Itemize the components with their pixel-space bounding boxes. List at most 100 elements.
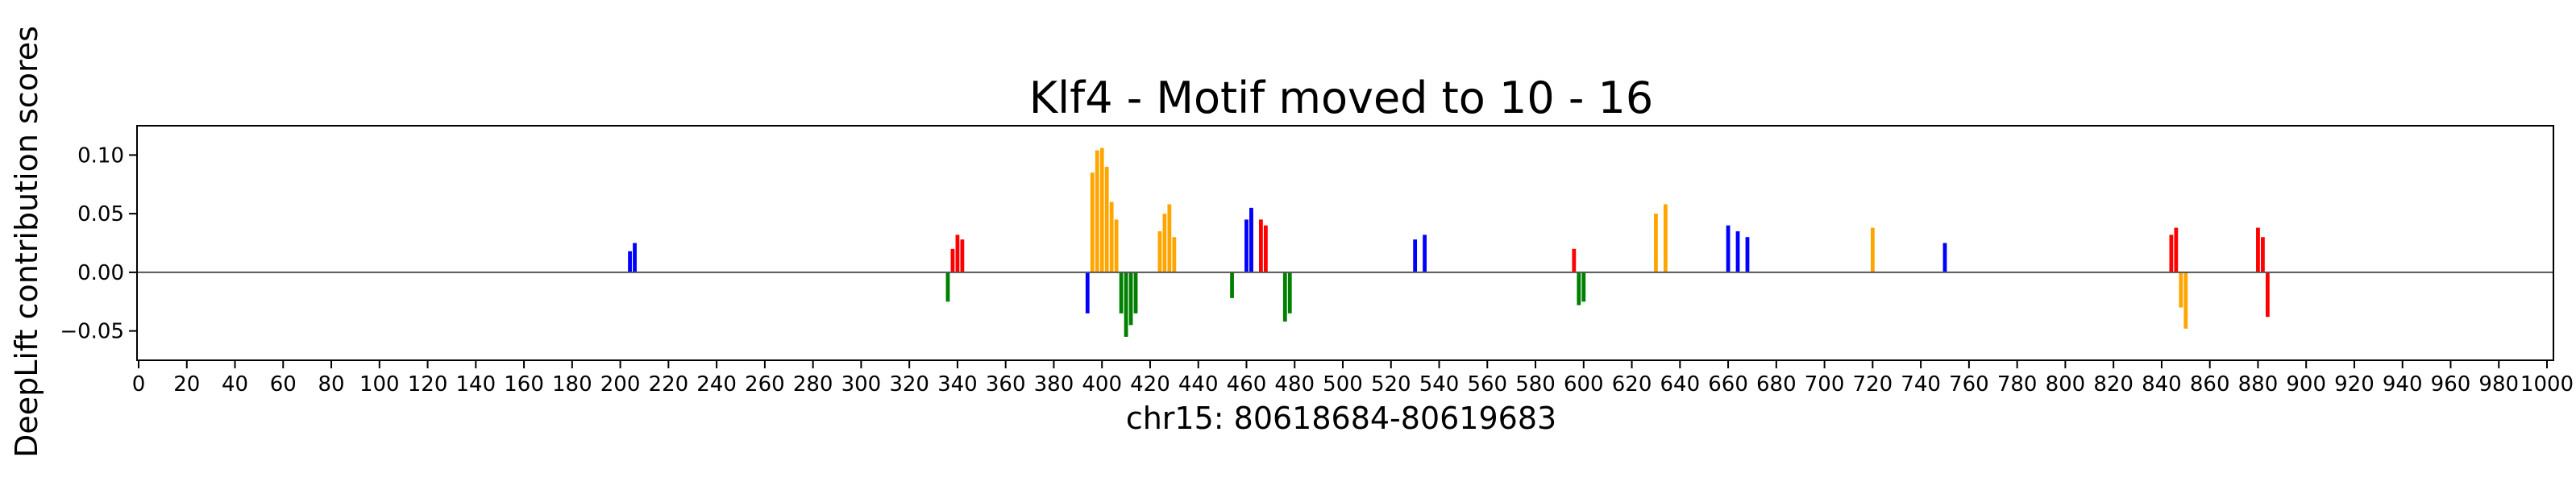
contribution-bar <box>1287 272 1292 314</box>
x-tick-label: 360 <box>986 372 1026 397</box>
x-tick-label: 460 <box>1227 372 1267 397</box>
x-tick-label: 700 <box>1805 372 1845 397</box>
x-tick-label: 600 <box>1564 372 1604 397</box>
x-tick-label: 240 <box>696 372 737 397</box>
contribution-bar <box>2183 272 2188 329</box>
contribution-bar <box>1577 272 1581 305</box>
contribution-bar <box>1157 231 1162 272</box>
x-tick-label: 840 <box>2142 372 2182 397</box>
contribution-bar <box>1259 219 1263 272</box>
contribution-bar <box>1172 237 1177 272</box>
contribution-bar <box>1090 172 1095 272</box>
contribution-bar <box>628 251 632 272</box>
contribution-bar <box>1726 225 1730 272</box>
bars-layer <box>628 147 2270 337</box>
x-tick-label: 820 <box>2093 372 2134 397</box>
contribution-bar <box>1128 272 1133 326</box>
contribution-bar <box>1581 272 1586 302</box>
contribution-bar <box>955 235 960 272</box>
plot-frame <box>136 125 2554 361</box>
x-tick-label: 220 <box>649 372 689 397</box>
x-tick-label: 540 <box>1419 372 1460 397</box>
x-tick-label: 380 <box>1034 372 1074 397</box>
contribution-bar <box>1099 147 1104 272</box>
x-tick-label: 420 <box>1130 372 1170 397</box>
contribution-bar <box>2256 227 2260 272</box>
contribution-bar <box>1133 272 1138 314</box>
contribution-bar <box>2265 272 2270 318</box>
x-tick-label: 200 <box>600 372 641 397</box>
x-tick-label: 100 <box>359 372 400 397</box>
contribution-bar <box>1735 231 1740 272</box>
contribution-bar <box>2169 235 2174 272</box>
contribution-bar <box>1124 272 1128 337</box>
x-tick-label: 920 <box>2334 372 2374 397</box>
x-tick-label: 280 <box>793 372 833 397</box>
contribution-bar <box>2174 227 2179 272</box>
y-tick-label: 0.00 <box>77 261 124 285</box>
x-tick-label: 500 <box>1323 372 1363 397</box>
x-tick-label: 140 <box>455 372 496 397</box>
contribution-bar <box>1104 166 1109 272</box>
x-tick-label: 620 <box>1612 372 1652 397</box>
x-tick-label: 680 <box>1756 372 1797 397</box>
contribution-bar <box>1109 201 1114 272</box>
x-tick-label: 320 <box>889 372 929 397</box>
x-tick-label: 880 <box>2238 372 2279 397</box>
contribution-bar <box>1282 272 1287 322</box>
contribution-bar <box>1114 219 1119 272</box>
contribution-bar <box>1572 248 1577 272</box>
contribution-bar <box>1249 207 1253 272</box>
contribution-bar <box>1162 214 1167 272</box>
y-tick-label: 0.05 <box>77 202 124 226</box>
contribution-bar <box>960 239 965 272</box>
x-tick-label: 720 <box>1853 372 1893 397</box>
contribution-bar <box>1167 204 1172 272</box>
y-tick-label: −0.05 <box>60 320 124 344</box>
contribution-bar <box>1654 214 1658 272</box>
contribution-bar <box>1230 272 1234 298</box>
contribution-bar <box>1119 272 1124 314</box>
y-axis: −0.05 0.00 0.05 0.10 <box>60 143 137 344</box>
contribution-bar <box>1413 239 1418 272</box>
x-tick-label: 780 <box>1997 372 2038 397</box>
x-axis: 0 20 40 60 80 100 120 140 160 180 200 220 240 260 280 3… <box>132 360 2574 397</box>
x-tick-label: 660 <box>1708 372 1748 397</box>
x-axis-label: chr15: 80618684-80619683 <box>1126 401 1556 436</box>
x-tick-label: 440 <box>1178 372 1219 397</box>
x-tick-label: 940 <box>2383 372 2423 397</box>
x-tick-label: 740 <box>1901 372 1941 397</box>
contribution-bar <box>1870 227 1875 272</box>
chart-title: Klf4 - Motif moved to 10 - 16 <box>1029 73 1653 123</box>
contribution-bar <box>1663 204 1668 272</box>
contribution-bar <box>950 248 955 272</box>
x-tick-label: 800 <box>2046 372 2086 397</box>
x-tick-label: 900 <box>2286 372 2326 397</box>
contribution-bar <box>945 272 950 302</box>
x-tick-label: 120 <box>408 372 448 397</box>
contribution-bar <box>1942 243 1947 272</box>
x-tick-label: 180 <box>552 372 592 397</box>
x-tick-label: 520 <box>1371 372 1411 397</box>
x-tick-label: 960 <box>2431 372 2471 397</box>
x-tick-label: 640 <box>1660 372 1700 397</box>
x-tick-label: 980 <box>2478 372 2519 397</box>
x-tick-label: 20 <box>173 372 200 397</box>
contribution-bar <box>2179 272 2183 308</box>
x-tick-label: 0 <box>132 372 146 397</box>
x-tick-label: 340 <box>937 372 978 397</box>
x-tick-label: 160 <box>504 372 544 397</box>
x-tick-label: 60 <box>270 372 297 397</box>
contribution-bar <box>633 243 637 272</box>
contribution-bar <box>1263 225 1268 272</box>
x-tick-label: 400 <box>1082 372 1122 397</box>
contribution-bar <box>1745 237 1750 272</box>
x-tick-label: 300 <box>841 372 882 397</box>
x-tick-label: 260 <box>745 372 785 397</box>
x-tick-label: 480 <box>1274 372 1315 397</box>
y-axis-label: DeepLift contribution scores <box>9 26 44 458</box>
contribution-bar <box>2261 237 2265 272</box>
contribution-bar <box>1244 219 1249 272</box>
x-tick-label: 580 <box>1515 372 1556 397</box>
